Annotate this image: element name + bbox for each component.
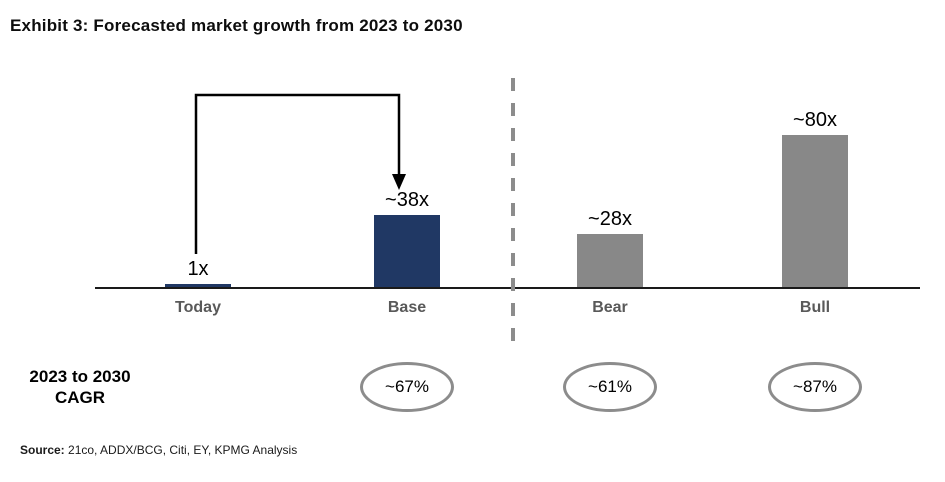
chart-title: Exhibit 3: Forecasted market growth from… [10,16,463,35]
source-label: Source: [20,443,65,457]
bar-bull [782,135,848,287]
source-text: 21co, ADDX/BCG, Citi, EY, KPMG Analysis [64,443,298,457]
value-label-bull: ~80x [793,109,837,131]
value-label-base: ~38x [385,189,429,211]
cagr-row-label-line2: CAGR [54,388,106,407]
today-to-base-arrow [194,93,401,254]
category-label-bear: Bear [592,299,628,316]
bar-bear [577,234,643,287]
arrowhead-icon [392,174,406,190]
cagr-row-label-line1: 2023 to 2030 [29,367,131,386]
category-label-bull: Bull [799,299,831,316]
cagr-row-label: 2023 to 2030 CAGR [14,366,146,408]
cagr-ellipse-base: ~67% [360,362,454,412]
source-note: Source: 21co, ADDX/BCG, Citi, EY, KPMG A… [20,443,297,457]
value-label-bear: ~28x [588,208,632,230]
category-label-base: Base [387,299,427,316]
category-label-today: Today [175,299,221,316]
bar-today [165,284,231,287]
cagr-ellipse-bull: ~87% [768,362,862,412]
bar-base [374,215,440,287]
cagr-ellipse-bear: ~61% [563,362,657,412]
value-label-today: 1x [187,258,209,280]
